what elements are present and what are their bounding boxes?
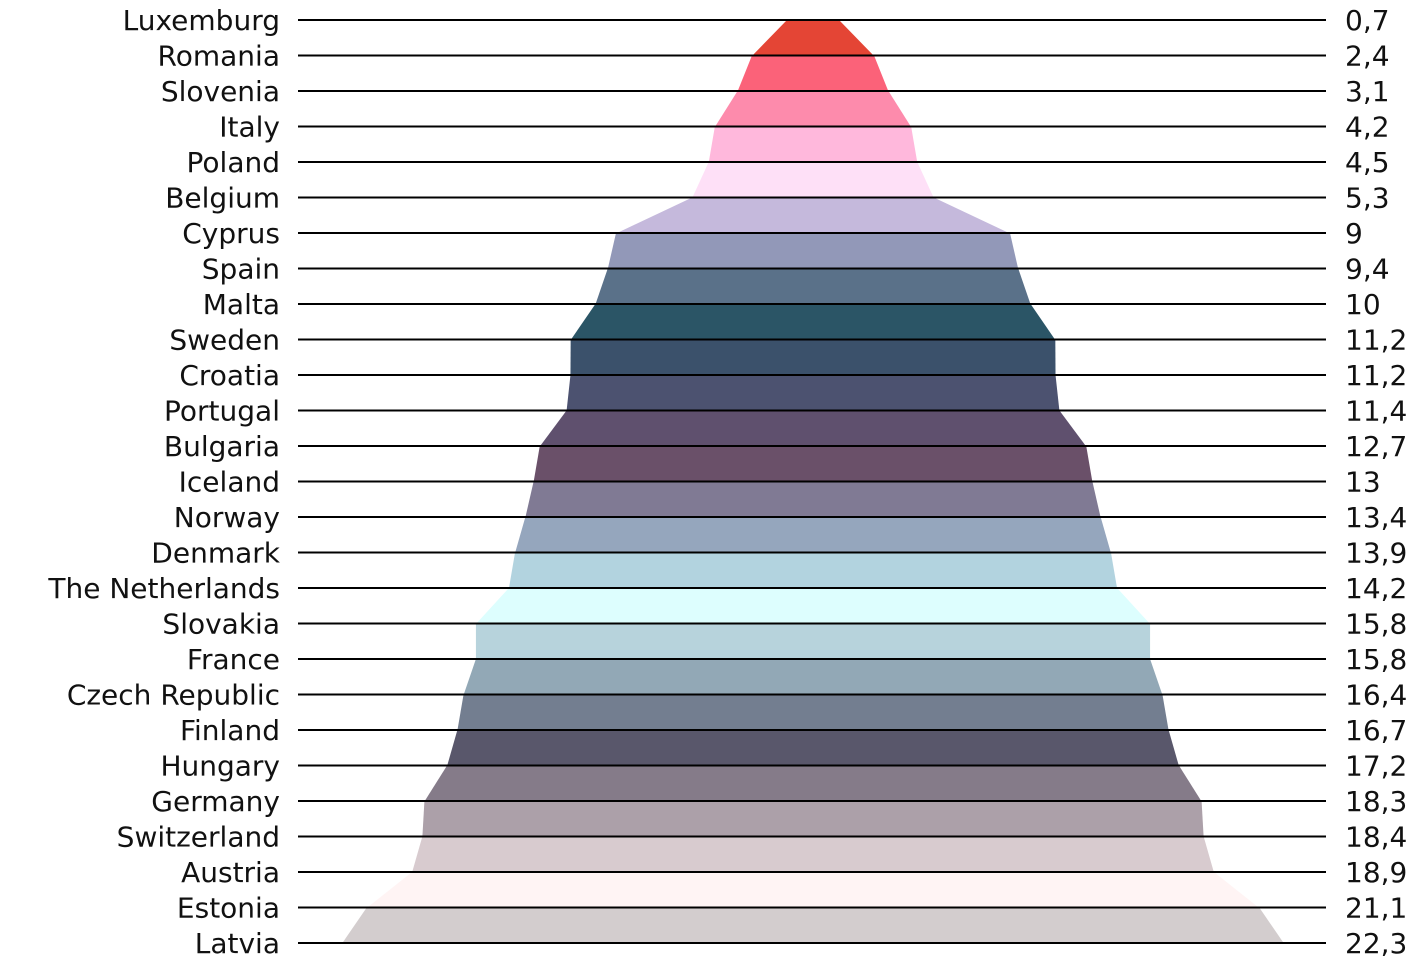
row-lines: [298, 19, 1326, 944]
value-label-iceland: 13: [1345, 466, 1381, 499]
band-italy: [708, 126, 918, 163]
value-label-slovenia: 3,1: [1345, 75, 1390, 108]
band-austria: [366, 872, 1260, 908]
value-label-the-netherlands: 14,2: [1345, 572, 1407, 605]
country-label-estonia: Estonia: [177, 892, 280, 925]
band-cyprus: [607, 233, 1019, 269]
band-the-netherlands: [475, 588, 1151, 624]
band-germany: [422, 801, 1204, 837]
country-label-belgium: Belgium: [165, 182, 280, 215]
band-iceland: [525, 481, 1101, 518]
country-label-spain: Spain: [202, 253, 280, 286]
value-label-denmark: 13,9: [1345, 537, 1407, 570]
band-france: [463, 659, 1163, 695]
country-label-norway: Norway: [174, 501, 280, 534]
country-label-romania: Romania: [158, 40, 280, 73]
band-belgium: [616, 197, 1010, 234]
value-label-slovakia: 15,8: [1345, 608, 1407, 641]
value-label-cyprus: 9: [1345, 217, 1363, 250]
band-estonia: [342, 907, 1284, 944]
country-label-bulgaria: Bulgaria: [164, 430, 280, 463]
band-sweden: [570, 339, 1056, 376]
band-slovakia: [475, 623, 1151, 660]
country-label-poland: Poland: [187, 146, 280, 179]
band-croatia: [566, 375, 1060, 411]
value-label-sweden: 11,2: [1345, 324, 1407, 357]
band-portugal: [539, 410, 1087, 447]
band-norway: [515, 517, 1111, 553]
band-luxemburg: [751, 20, 875, 56]
band-hungary: [424, 765, 1202, 802]
band-malta: [570, 304, 1056, 340]
band-poland: [692, 162, 934, 198]
country-label-czech-republic: Czech Republic: [67, 679, 280, 712]
band-slovenia: [714, 91, 912, 127]
value-label-italy: 4,2: [1345, 111, 1390, 144]
band-spain: [595, 268, 1031, 305]
value-label-malta: 10: [1345, 288, 1381, 321]
country-label-luxemburg: Luxemburg: [123, 4, 280, 37]
country-label-iceland: Iceland: [179, 466, 280, 499]
value-label-germany: 18,3: [1345, 785, 1407, 818]
value-label-belgium: 5,3: [1345, 182, 1390, 215]
country-label-italy: Italy: [219, 111, 280, 144]
value-label-norway: 13,4: [1345, 501, 1407, 534]
country-label-sweden: Sweden: [169, 324, 280, 357]
value-labels: 0,72,43,14,24,55,399,41011,211,2111,412,…: [1345, 4, 1410, 960]
value-label-poland: 4,5: [1345, 146, 1390, 179]
band-bulgaria: [533, 446, 1093, 482]
country-label-cyprus: Cyprus: [182, 217, 280, 250]
value-label-portugal: 11,4: [1345, 395, 1407, 428]
country-label-germany: Germany: [151, 785, 280, 818]
country-label-portugal: Portugal: [164, 395, 280, 428]
value-label-czech-republic: 16,4: [1345, 679, 1407, 712]
value-label-hungary: 17,2: [1345, 750, 1407, 783]
country-label-france: France: [187, 643, 280, 676]
country-label-malta: Malta: [203, 288, 280, 321]
band-romania: [737, 55, 889, 92]
country-label-hungary: Hungary: [160, 750, 280, 783]
funnel-bands: [342, 20, 1284, 944]
band-finland: [447, 730, 1179, 766]
band-czech-republic: [457, 694, 1169, 731]
band-denmark: [508, 552, 1118, 589]
band-switzerland: [412, 836, 1214, 873]
country-label-austria: Austria: [181, 856, 280, 889]
value-label-bulgaria: 12,7: [1345, 430, 1407, 463]
value-label-switzerland: 18,4: [1345, 821, 1407, 854]
country-label-finland: Finland: [180, 714, 280, 747]
country-labels: LuxemburgRomaniaSloveniaItalyPolandBelgi…: [47, 4, 280, 960]
country-label-slovenia: Slovenia: [161, 75, 280, 108]
country-label-latvia: Latvia: [195, 927, 280, 960]
value-label-france: 15,8: [1345, 643, 1407, 676]
country-label-slovakia: Slovakia: [162, 608, 280, 641]
value-label-latvia: 22,3: [1345, 927, 1407, 960]
value-label-austria: 18,9: [1345, 856, 1407, 889]
value-label-estonia: 21,1: [1345, 892, 1407, 925]
country-label-switzerland: Switzerland: [117, 821, 280, 854]
value-label-romania: 2,4: [1345, 40, 1390, 73]
country-label-croatia: Croatia: [179, 359, 280, 392]
value-label-luxemburg: 0,7: [1345, 4, 1390, 37]
value-label-croatia: 11,21: [1345, 359, 1410, 392]
country-label-the-netherlands: The Netherlands: [47, 572, 280, 605]
country-label-denmark: Denmark: [151, 537, 280, 570]
value-label-spain: 9,4: [1345, 253, 1390, 286]
value-label-finland: 16,7: [1345, 714, 1407, 747]
